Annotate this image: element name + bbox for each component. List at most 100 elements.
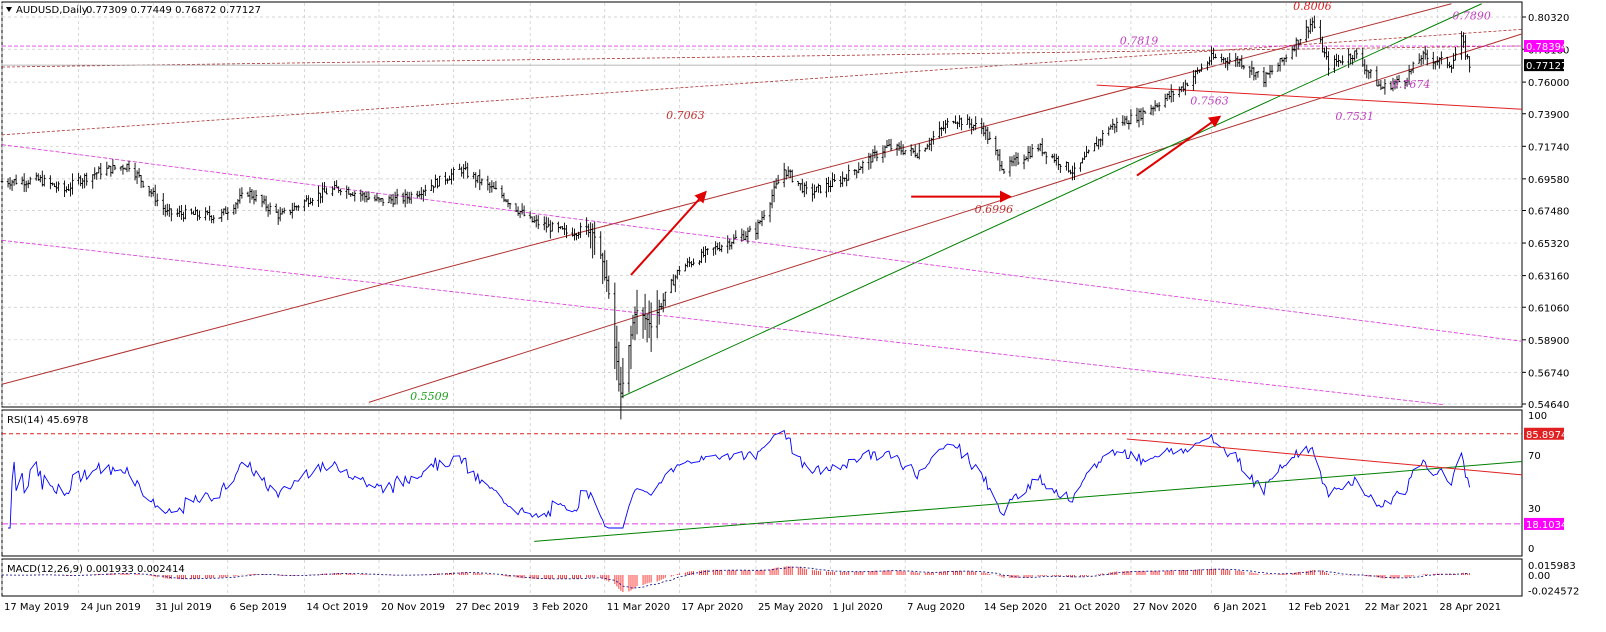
ohlc-bar	[889, 138, 893, 151]
ohlc-bar	[409, 191, 413, 204]
ohlc-bar	[1440, 51, 1443, 65]
price-annotation: 0.7890	[1452, 10, 1491, 23]
ohlc-bar	[43, 174, 46, 187]
candles	[0, 15, 1471, 420]
ohlc-bar	[988, 131, 992, 140]
rsi-header: RSI(14) 45.6978	[7, 415, 88, 426]
pink-channel-upper	[1, 144, 1523, 342]
ohlc-bar	[424, 184, 427, 196]
symbol-header: AUDUSD,Daily	[16, 5, 88, 16]
ohlc-bar	[1411, 61, 1415, 74]
ohlc-bar	[282, 207, 286, 214]
ohlc-bar	[1115, 117, 1119, 133]
ohlc-bar	[960, 117, 963, 131]
date-tick-label: 25 May 2020	[758, 602, 823, 613]
rsi-upper-tag: 85.8974	[1526, 430, 1567, 441]
ohlc-bar	[748, 225, 752, 232]
ohlc-bar	[184, 204, 187, 220]
date-tick-label: 14 Oct 2019	[306, 602, 368, 613]
price-annotation: 0.7531	[1335, 110, 1374, 123]
ohlc-bar	[974, 116, 977, 131]
price-tick-label: 0.54640	[1528, 400, 1569, 411]
price-tick-label: 0.58900	[1528, 336, 1569, 347]
ohlc-bar	[692, 258, 695, 266]
date-tick-label: 6 Jan 2021	[1214, 602, 1268, 613]
rsi-line	[8, 429, 1471, 529]
ohlc-bar	[776, 174, 780, 185]
ohlc-bar	[1016, 152, 1020, 165]
ohlc-bar	[607, 275, 611, 299]
ohlc-bar	[805, 181, 808, 195]
date-tick-label: 7 Aug 2020	[907, 602, 965, 613]
rsi-support-line	[534, 461, 1523, 542]
ohlc-bar	[1059, 164, 1062, 173]
ohlc-bar	[438, 175, 441, 187]
rsi-tick-label: 0	[1528, 544, 1534, 555]
ohlc-bar	[1157, 102, 1161, 112]
price-annotation: 0.7063	[666, 109, 705, 122]
ohlc-bar	[1369, 69, 1373, 79]
collapse-triangle-icon[interactable]	[6, 7, 12, 12]
date-tick-label: 12 Feb 2021	[1288, 602, 1350, 613]
level-high-tag-bg	[1524, 40, 1564, 53]
ohlc-bar	[1327, 51, 1330, 76]
ohlc-bar	[847, 164, 850, 181]
date-tick-label: 20 Nov 2019	[381, 602, 445, 613]
ohlc-bar	[678, 265, 681, 275]
ohlc-bar	[1073, 162, 1076, 181]
rsi-resistance-line	[1126, 438, 1523, 476]
price-annotation: 0.5509	[410, 390, 449, 403]
ohlc-bar	[1298, 38, 1302, 45]
date-tick-label: 14 Sep 2020	[984, 602, 1047, 613]
rsi-lower-tag-bg	[1524, 517, 1564, 530]
current-price-tag: 0.77127	[1526, 61, 1567, 72]
date-tick-label: 22 Mar 2021	[1365, 602, 1428, 613]
ohlc-bar	[1228, 52, 1231, 65]
price-panel	[1, 1, 1523, 408]
ohlc-bar	[833, 174, 836, 183]
ohlc-bar	[790, 169, 794, 183]
price-tick-label: 0.76000	[1528, 78, 1569, 89]
macd-tick-label: -0.024572	[1528, 586, 1579, 597]
pink-channel-lower	[1, 239, 1444, 406]
ohlc-bar	[381, 198, 385, 207]
ohlc-bar	[325, 187, 328, 195]
ohlc-bar	[212, 215, 215, 224]
macd-tick-label: 0.00	[1528, 571, 1550, 582]
price-annotation: 0.7819	[1120, 34, 1159, 47]
rsi-panel	[1, 409, 1523, 557]
date-tick-label: 17 May 2019	[4, 602, 69, 613]
ohlc-bar	[551, 221, 554, 232]
ohlc-bar	[875, 150, 879, 162]
rsi-tick-label: 100	[1528, 411, 1547, 422]
price-tick-label: 0.56740	[1528, 368, 1569, 379]
ohlc-bar	[28, 176, 32, 185]
ohlc-bar	[0, 177, 4, 183]
ohlc-bar	[579, 222, 582, 239]
ohlc-bar	[466, 162, 469, 179]
ohlc-bar	[621, 357, 625, 399]
ohlc-bar	[1242, 65, 1246, 70]
date-tick-label: 3 Feb 2020	[532, 602, 588, 613]
macd-signal-line	[2, 566, 1470, 589]
ohlc-bar	[57, 181, 60, 192]
price-annotation: 0.6996	[975, 203, 1014, 216]
ohlc-bar	[1256, 71, 1260, 78]
ohlc-bar	[1425, 49, 1429, 66]
ohlc-bar	[706, 248, 709, 255]
ohlc-bar	[861, 160, 865, 174]
ohlc-bar	[1454, 47, 1457, 61]
arrow-up-2	[1136, 115, 1222, 177]
macd-tick-label: 0.015983	[1528, 561, 1576, 572]
ohlc-bar	[127, 160, 131, 172]
ohlc-bar	[367, 191, 371, 200]
date-tick-label: 17 Apr 2020	[681, 602, 743, 613]
price-annotation: 0.7563	[1190, 95, 1229, 108]
ohlc-bar	[1341, 55, 1344, 65]
price-tick-label: 0.69580	[1528, 175, 1569, 186]
current-price-tag-bg	[1524, 59, 1564, 72]
ohlc-bar	[1383, 79, 1387, 95]
ohlc-bar	[762, 210, 766, 221]
ohlc-bar	[1087, 149, 1090, 154]
